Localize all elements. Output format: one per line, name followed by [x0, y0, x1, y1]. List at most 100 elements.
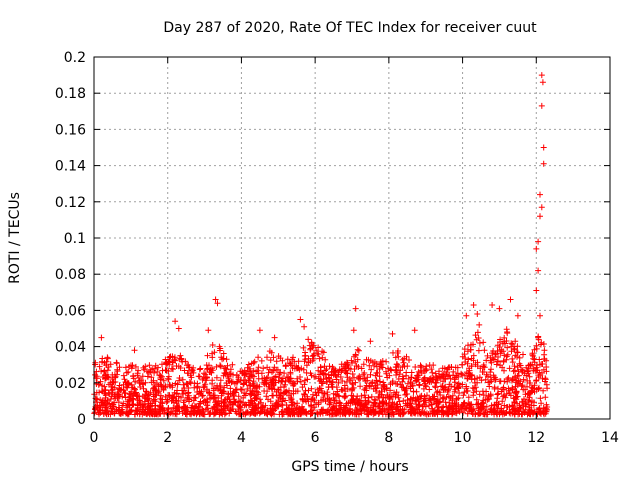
data-point [290, 381, 297, 388]
data-point [260, 403, 267, 410]
data-point [491, 384, 498, 391]
data-point [301, 323, 308, 330]
data-point [355, 364, 362, 370]
data-point [274, 366, 281, 373]
data-point [125, 380, 131, 387]
data-point [502, 340, 508, 347]
data-point [102, 390, 109, 397]
data-point [166, 361, 173, 368]
data-point [429, 369, 436, 376]
data-point [157, 376, 164, 383]
y-tick-label: 0.12 [55, 195, 86, 211]
data-point [460, 392, 467, 399]
data-point [106, 391, 113, 398]
data-point [463, 388, 470, 395]
data-point [290, 354, 296, 361]
data-point [270, 392, 277, 399]
data-point [104, 399, 111, 406]
data-point [279, 411, 285, 418]
data-point [380, 400, 387, 407]
data-point [233, 386, 240, 393]
data-point [522, 399, 529, 406]
data-point [174, 390, 180, 397]
data-point [421, 409, 428, 416]
data-point [472, 411, 479, 417]
data-point [495, 401, 502, 408]
data-point [215, 395, 222, 401]
data-point [511, 367, 518, 374]
data-point [176, 377, 183, 384]
data-point [541, 347, 548, 354]
data-point [156, 410, 163, 417]
data-point [528, 408, 535, 415]
data-point [170, 404, 177, 411]
data-point [491, 356, 497, 363]
data-point [309, 407, 316, 414]
data-point [276, 392, 283, 399]
data-point [197, 365, 204, 372]
data-point [392, 354, 399, 361]
y-tick-label: 0.18 [55, 86, 86, 102]
data-point [179, 376, 186, 383]
data-point [228, 379, 235, 386]
data-point [537, 213, 543, 220]
data-point [283, 388, 290, 395]
data-point [181, 367, 188, 374]
data-point [503, 390, 510, 397]
data-point [260, 365, 267, 372]
data-point [405, 375, 412, 382]
data-point [465, 342, 471, 349]
data-point [474, 311, 481, 317]
data-point [197, 400, 204, 407]
data-point [178, 405, 185, 412]
data-point [166, 381, 173, 388]
y-tick-label: 0.1 [64, 231, 86, 247]
data-point [234, 402, 241, 409]
data-point [199, 393, 206, 399]
data-point [533, 245, 540, 252]
data-point [526, 373, 533, 380]
data-point [307, 370, 314, 377]
data-point [227, 385, 234, 392]
y-tick-label: 0.04 [55, 340, 86, 356]
grid-lines [94, 57, 610, 419]
data-point [300, 397, 307, 404]
data-point [241, 390, 248, 396]
data-point [515, 368, 522, 375]
data-point [484, 373, 491, 380]
data-point [266, 348, 273, 355]
data-point [195, 391, 202, 398]
data-point [211, 385, 217, 392]
data-point [400, 409, 407, 416]
data-point [297, 378, 304, 385]
data-point [184, 381, 191, 387]
data-point [524, 377, 531, 384]
data-point [399, 373, 406, 380]
data-point [511, 411, 518, 418]
data-point [514, 349, 521, 356]
data-point [253, 368, 260, 375]
data-point [101, 367, 108, 374]
data-point [271, 364, 278, 371]
x-tick-label: 4 [237, 430, 246, 446]
data-point [520, 386, 527, 393]
data-point [205, 327, 212, 334]
data-point [533, 364, 540, 371]
data-point [285, 374, 292, 381]
data-point [487, 369, 494, 376]
data-point [403, 353, 410, 360]
data-point [464, 375, 471, 382]
data-point [470, 392, 477, 399]
data-point [370, 406, 377, 413]
data-point [101, 397, 108, 404]
data-point [157, 381, 164, 388]
data-point [278, 401, 285, 408]
data-point [314, 350, 321, 357]
data-point [273, 358, 280, 365]
data-point [132, 390, 139, 396]
data-point [327, 378, 333, 385]
data-point [96, 407, 103, 414]
data-point [120, 381, 127, 388]
data-point [535, 386, 542, 392]
data-point [279, 402, 286, 409]
